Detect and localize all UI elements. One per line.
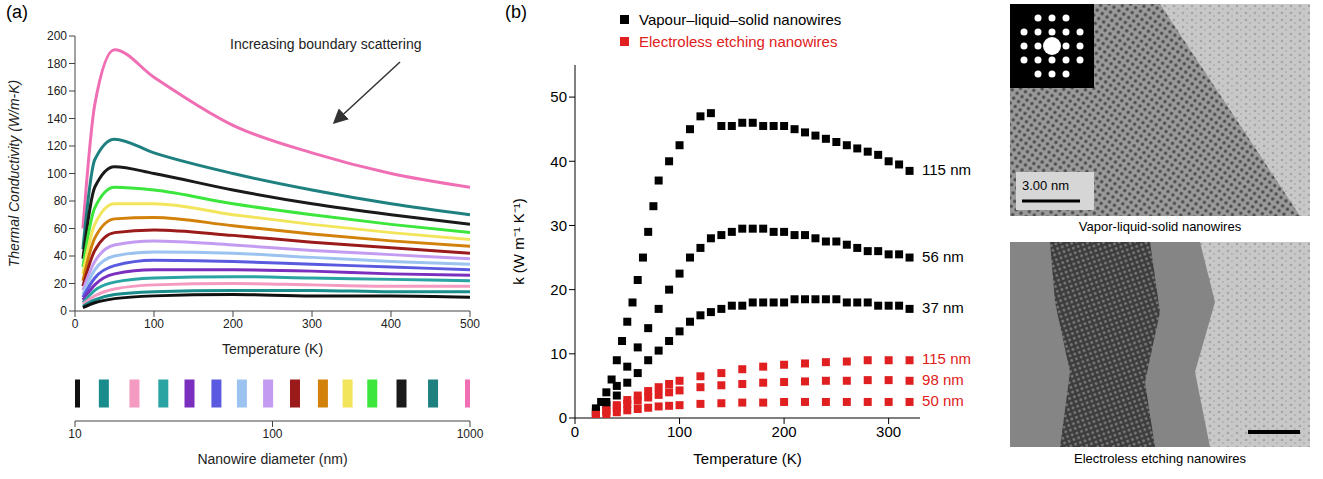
html-text:Vapor-liquid-solid nanowires: Vapor-liquid-solid nanowires (1078, 219, 1242, 234)
svg-text:20: 20 (550, 281, 567, 298)
svg-text:80: 80 (54, 194, 68, 208)
html-text:(a): (a) (6, 2, 28, 22)
html-text:Increasing boundary scattering: Increasing boundary scattering (230, 36, 422, 52)
svg-text:40: 40 (54, 249, 68, 263)
svg-text:400: 400 (381, 317, 401, 331)
svg-text:160: 160 (47, 84, 67, 98)
svg-text:k (W m⁻¹ K⁻¹): k (W m⁻¹ K⁻¹) (510, 198, 527, 285)
svg-text:100: 100 (667, 423, 692, 440)
svg-text:200: 200 (772, 423, 797, 440)
svg-text:100: 100 (262, 427, 282, 441)
svg-text:0: 0 (559, 409, 567, 426)
svg-text:10: 10 (68, 427, 82, 441)
svg-text:3.00 nm: 3.00 nm (1022, 178, 1069, 193)
svg-text:10: 10 (550, 345, 567, 362)
svg-text:200: 200 (223, 317, 243, 331)
svg-text:140: 140 (47, 112, 67, 126)
svg-text:180: 180 (47, 57, 67, 71)
svg-text:0: 0 (60, 304, 67, 318)
svg-text:200: 200 (47, 29, 67, 43)
svg-text:Nanowire diameter (nm): Nanowire diameter (nm) (197, 451, 347, 467)
svg-text:37 nm: 37 nm (922, 299, 964, 316)
svg-text:120: 120 (47, 139, 67, 153)
svg-text:0: 0 (72, 317, 79, 331)
svg-text:50: 50 (550, 88, 567, 105)
svg-text:115 nm: 115 nm (922, 350, 971, 367)
html-text:Vapour–liquid–solid nanowires: Vapour–liquid–solid nanowires (639, 10, 842, 28)
html-text:(b): (b) (505, 2, 527, 22)
svg-text:30: 30 (550, 217, 567, 234)
svg-text:100: 100 (144, 317, 164, 331)
svg-text:60: 60 (54, 222, 68, 236)
svg-text:500: 500 (460, 317, 480, 331)
svg-text:56 nm: 56 nm (922, 248, 964, 265)
svg-text:98 nm: 98 nm (922, 371, 964, 388)
svg-text:Temperature (K): Temperature (K) (222, 341, 323, 357)
svg-text:0: 0 (571, 423, 579, 440)
html-text:Electroless etching nanowires: Electroless etching nanowires (1074, 451, 1246, 466)
svg-text:115 nm: 115 nm (922, 161, 971, 178)
svg-text:300: 300 (302, 317, 322, 331)
svg-text:Temperature (K): Temperature (K) (693, 450, 801, 467)
svg-text:300: 300 (876, 423, 901, 440)
svg-text:100: 100 (47, 167, 67, 181)
svg-text:Thermal Conductivity (W/m-K): Thermal Conductivity (W/m-K) (6, 80, 22, 267)
svg-text:50 nm: 50 nm (922, 392, 964, 409)
svg-text:20: 20 (54, 277, 68, 291)
svg-text:1000: 1000 (457, 427, 484, 441)
svg-text:40: 40 (550, 153, 567, 170)
html-text:Electroless etching nanowires: Electroless etching nanowires (639, 32, 838, 50)
